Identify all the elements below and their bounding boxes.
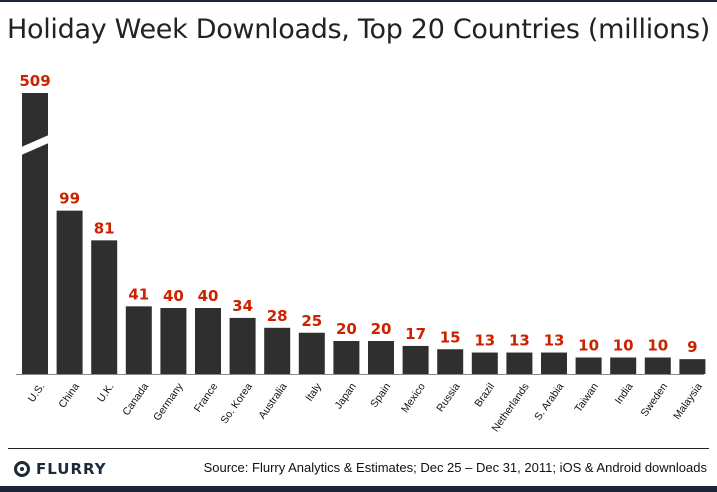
bar-russia	[437, 349, 464, 374]
bar-mexico	[402, 345, 429, 374]
bar-france	[195, 308, 221, 374]
data-label: 25	[301, 312, 322, 330]
data-label: 15	[440, 328, 461, 346]
x-tick-label: France	[192, 381, 221, 415]
x-tick-label: Mexico	[399, 381, 428, 415]
x-tick-label: Malaysia	[671, 381, 705, 422]
x-tick-label: U.K.	[95, 381, 117, 405]
data-label: 9	[687, 338, 697, 356]
data-label: 41	[128, 285, 149, 303]
data-label: 40	[163, 287, 184, 305]
bar-germany	[160, 308, 187, 374]
x-tick-label: Germany	[151, 380, 186, 423]
flurry-logo-text: FLURRY	[36, 460, 107, 478]
bar-spain	[368, 341, 394, 374]
data-label: 34	[232, 297, 253, 315]
bar-australia	[264, 327, 291, 374]
data-label: 10	[647, 337, 668, 355]
x-tick-label: U.S.	[26, 381, 48, 405]
flurry-logo-icon	[14, 461, 30, 477]
x-tick-label: Italy	[303, 380, 324, 403]
x-tick-label: Taiwan	[572, 381, 601, 415]
bottom-border	[0, 486, 717, 492]
x-tick-label: Sweden	[639, 381, 671, 419]
x-tick-label: Canada	[120, 381, 151, 418]
flurry-logo: FLURRY	[14, 458, 107, 480]
bar-italy	[298, 332, 325, 374]
axis-break-mark	[19, 134, 51, 156]
data-label: 20	[336, 320, 357, 338]
data-label: 13	[509, 332, 530, 350]
x-tick-label: S. Arabia	[532, 381, 566, 423]
data-label: 81	[94, 219, 115, 237]
x-tick-label: Australia	[256, 381, 289, 421]
x-tick-label: Brazil	[472, 381, 497, 409]
bar-japan	[333, 341, 360, 374]
x-tick-label: Russia	[434, 381, 462, 414]
bar-u-k-	[91, 240, 118, 374]
x-tick-label: China	[56, 381, 82, 410]
bar-malaysia	[679, 359, 706, 374]
source-note: Source: Flurry Analytics & Estimates; De…	[203, 460, 707, 475]
top-border	[0, 0, 717, 2]
data-label: 40	[198, 287, 219, 305]
bar-china	[56, 210, 83, 374]
data-label: 509	[19, 72, 50, 90]
data-label: 28	[267, 307, 288, 325]
data-label: 13	[544, 332, 565, 350]
bar-brazil	[471, 352, 498, 374]
bar-sweden	[644, 357, 671, 374]
data-label: 13	[474, 332, 495, 350]
bar-s-arabia	[541, 352, 567, 374]
bar-canada	[125, 306, 152, 374]
data-label: 10	[613, 337, 634, 355]
bar-india	[610, 357, 637, 374]
x-tick-label: Japan	[333, 381, 359, 411]
x-tick-label: India	[613, 381, 636, 407]
data-label: 10	[578, 337, 599, 355]
bar-chart: 509 U.S. 99 China 81 U.K. 41 Canada 40 Germany 40 F…	[16, 72, 706, 434]
footer-divider	[8, 448, 709, 449]
bar-u-s-	[22, 93, 48, 374]
data-label: 20	[371, 320, 392, 338]
data-label: 99	[59, 190, 80, 208]
bar-so-korea	[229, 317, 256, 374]
bar-taiwan	[575, 357, 602, 374]
data-label: 17	[405, 325, 426, 343]
x-tick-label: Spain	[368, 381, 393, 410]
bar-netherlands	[506, 352, 533, 374]
chart-title: Holiday Week Downloads, Top 20 Countries…	[7, 14, 710, 45]
x-tick-label: So. Korea	[218, 381, 255, 426]
